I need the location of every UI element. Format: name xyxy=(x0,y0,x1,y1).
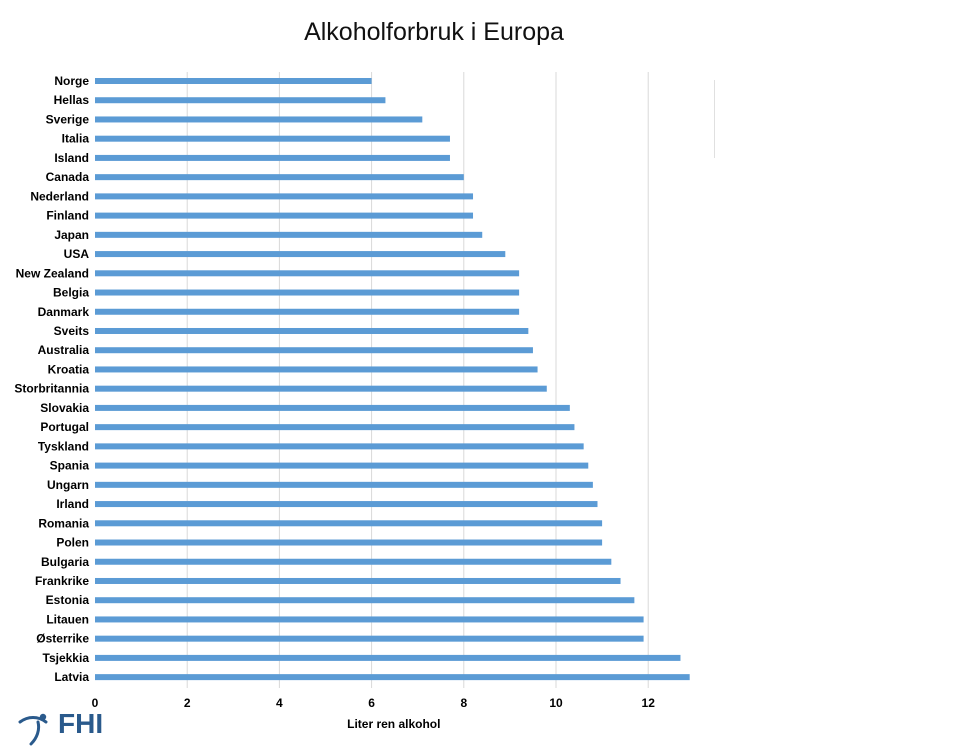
category-label: Ungarn xyxy=(47,478,89,492)
x-tick-label: 2 xyxy=(184,696,191,710)
category-label: Island xyxy=(54,151,89,165)
bar xyxy=(95,231,483,238)
category-label: Sverige xyxy=(46,112,90,126)
bar xyxy=(95,558,612,565)
category-label: Romania xyxy=(38,516,89,530)
category-label: Nederland xyxy=(30,189,89,203)
category-label: Japan xyxy=(54,228,89,242)
bar xyxy=(95,597,635,604)
bar xyxy=(95,424,575,431)
category-label: Estonia xyxy=(46,593,90,607)
category-label: Tsjekkia xyxy=(43,651,90,665)
category-label: Hellas xyxy=(54,93,90,107)
category-label: Frankrike xyxy=(35,574,89,588)
bar xyxy=(95,674,690,681)
bar xyxy=(95,193,474,200)
bar xyxy=(95,366,538,373)
bar xyxy=(95,539,603,546)
category-label: Danmark xyxy=(38,305,90,319)
fhi-logo: FHI xyxy=(16,708,116,746)
bar xyxy=(95,443,584,450)
category-label: Storbritannia xyxy=(14,382,89,396)
category-label: Belgia xyxy=(53,286,89,300)
bar xyxy=(95,174,464,181)
category-label: Portugal xyxy=(40,420,89,434)
category-label: Slovakia xyxy=(40,401,89,415)
x-tick-label: 10 xyxy=(549,696,563,710)
bar-chart: Norge Hellas Sverige Italia Island Canada Nede… xyxy=(14,72,690,731)
category-label: Østerrike xyxy=(36,632,89,646)
category-label: Sveits xyxy=(54,324,90,338)
category-label: Polen xyxy=(56,536,89,550)
category-label: Latvia xyxy=(54,670,89,684)
category-label: Tyskland xyxy=(38,439,89,453)
x-tick-label: 12 xyxy=(642,696,656,710)
bar xyxy=(95,347,533,354)
x-tick-label: 4 xyxy=(276,696,283,710)
category-label: Irland xyxy=(56,497,89,511)
bar xyxy=(95,481,593,488)
chart-title: Alkoholforbruk i Europa xyxy=(304,18,564,46)
category-label: Australia xyxy=(38,343,90,357)
category-label: Finland xyxy=(46,209,89,223)
bar xyxy=(95,327,529,334)
bar xyxy=(95,154,450,161)
x-tick-label: 6 xyxy=(368,696,375,710)
bar xyxy=(95,385,547,392)
bar xyxy=(95,654,681,661)
category-label: USA xyxy=(64,247,90,261)
bar xyxy=(95,404,570,411)
bar xyxy=(95,308,520,315)
category-label: New Zealand xyxy=(16,266,89,280)
bar xyxy=(95,577,621,584)
fhi-figure-icon xyxy=(18,713,48,746)
category-label: Litauen xyxy=(46,612,89,626)
category-label: Bulgaria xyxy=(41,555,89,569)
bar xyxy=(95,251,506,258)
fhi-logo-text: FHI xyxy=(58,708,104,739)
category-label: Italia xyxy=(62,132,90,146)
bar xyxy=(95,212,474,219)
bar xyxy=(95,635,644,642)
x-tick-label: 8 xyxy=(460,696,467,710)
bar xyxy=(95,520,603,527)
category-label: Kroatia xyxy=(48,362,90,376)
bar xyxy=(95,78,372,84)
bar xyxy=(95,116,423,123)
bar xyxy=(95,501,598,508)
bar xyxy=(95,462,589,469)
chart-frame: Norge Hellas Sverige Italia Island Canada Nede… xyxy=(0,62,712,748)
bar xyxy=(95,289,520,296)
bar xyxy=(95,97,386,104)
bar xyxy=(95,270,520,277)
category-label: Spania xyxy=(50,459,90,473)
category-label: Norge xyxy=(54,74,89,88)
bar xyxy=(95,135,450,142)
bar xyxy=(95,616,644,623)
x-axis-label: Liter ren alkohol xyxy=(347,717,440,731)
slide-edge-divider xyxy=(714,80,715,158)
x-tick-label: 0 xyxy=(92,696,99,710)
category-label: Canada xyxy=(46,170,90,184)
